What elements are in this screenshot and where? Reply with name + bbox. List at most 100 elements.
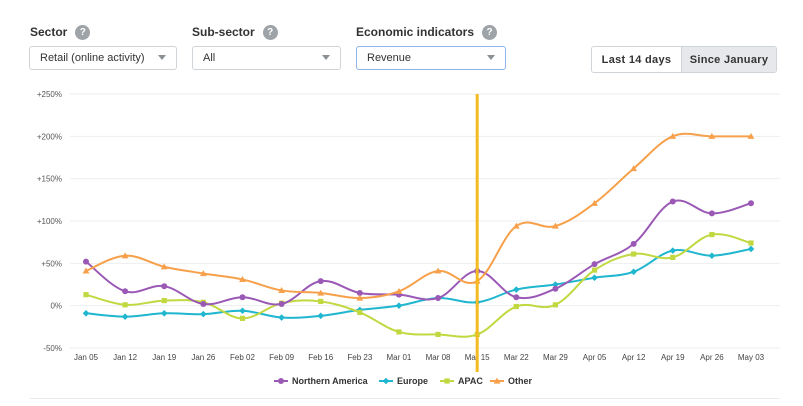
sector-label: Sector (30, 25, 68, 39)
other-point (630, 165, 638, 172)
northern-america-point (513, 294, 520, 301)
northern-america-point (200, 300, 207, 307)
y-tick-label: 0% (50, 302, 62, 311)
sector-select-value: Retail (online activity) (40, 52, 145, 64)
europe-point (160, 309, 168, 317)
apac-point (435, 331, 441, 338)
europe-point (200, 310, 207, 318)
other-point (121, 252, 129, 259)
other-point (591, 199, 598, 206)
x-tick-label: May 03 (738, 353, 765, 362)
other-point (199, 270, 207, 277)
northern-america-point (83, 258, 89, 265)
northern-america-point (630, 240, 637, 247)
x-tick-label: Mar 29 (543, 353, 568, 362)
legend-label[interactable]: Northern America (292, 376, 369, 386)
x-tick-label: Jan 05 (74, 353, 99, 362)
chevron-down-icon (158, 55, 166, 60)
northern-america-line (85, 199, 752, 306)
x-tick-label: Feb 16 (308, 353, 333, 362)
x-tick-label: Apr 12 (622, 353, 646, 362)
europe-point (82, 309, 90, 317)
northern-america-point (669, 198, 676, 205)
europe-point (669, 247, 677, 254)
europe-point (395, 302, 403, 309)
northern-america-point (278, 300, 285, 307)
northern-america-point (591, 261, 598, 268)
subsector-select-value: All (203, 52, 216, 64)
europe-line (85, 247, 752, 319)
sector-select[interactable]: Retail (online activity) (29, 46, 177, 70)
other-point (434, 267, 442, 274)
northern-america-point (239, 294, 246, 301)
other-point (395, 287, 403, 294)
x-tick-label: Feb 09 (269, 353, 294, 362)
x-tick-label: Jan 12 (113, 353, 138, 362)
since-january-button[interactable]: Since January (682, 47, 776, 72)
northern-america-point (708, 210, 715, 217)
help-icon[interactable]: ? (75, 24, 91, 40)
help-icon[interactable]: ? (262, 24, 278, 40)
other-point (552, 222, 559, 229)
europe-point (630, 268, 637, 276)
x-tick-label: Feb 02 (230, 353, 255, 362)
northern-america-point (161, 283, 168, 290)
legend-label[interactable]: Other (508, 376, 533, 386)
other-point (160, 263, 168, 270)
other-point (239, 276, 246, 283)
y-tick-label: -50% (43, 344, 62, 353)
y-tick-label: +250% (37, 90, 62, 99)
other-point (356, 294, 364, 301)
y-tick-label: +100% (37, 217, 62, 226)
legend-northern-america-point (278, 378, 284, 384)
apac-point (631, 251, 637, 257)
sector-filter: Sector ? (30, 22, 91, 42)
legend-apac-point (444, 378, 450, 384)
apac-point (122, 302, 128, 308)
x-tick-label: Apr 05 (583, 353, 607, 362)
indicators-select-value: Revenue (367, 52, 412, 64)
other-point (278, 287, 285, 294)
europe-point (708, 252, 716, 260)
legend-other-point (493, 377, 501, 384)
other-point (708, 132, 716, 139)
y-tick-label: +150% (37, 175, 62, 184)
legend-europe-point (382, 377, 390, 385)
apac-point (552, 302, 559, 308)
indicators-filter: Economic indicators ? (356, 22, 498, 42)
apac-point (318, 298, 324, 305)
northern-america-point (552, 285, 559, 292)
other-point (747, 132, 755, 139)
divider (30, 398, 780, 399)
apac-point (748, 240, 754, 246)
y-tick-label: +50% (41, 259, 62, 268)
apac-point (83, 292, 89, 298)
chevron-down-icon (322, 55, 330, 60)
x-tick-label: Mar 22 (504, 353, 529, 362)
x-tick-label: Jan 26 (191, 353, 216, 362)
europe-point (512, 286, 520, 293)
apac-point (357, 309, 363, 316)
subsector-filter: Sub-sector ? (192, 22, 278, 42)
europe-point (591, 274, 598, 282)
europe-point (239, 307, 246, 315)
help-icon[interactable]: ? (482, 24, 498, 40)
legend-label[interactable]: APAC (458, 376, 483, 386)
apac-point (161, 297, 167, 304)
indicators-label: Economic indicators (356, 25, 475, 39)
other-line (85, 132, 751, 300)
other-point (512, 222, 520, 229)
europe-point (278, 314, 285, 321)
subsector-select[interactable]: All (192, 46, 341, 70)
indicators-select[interactable]: Revenue (356, 46, 506, 70)
europe-point (747, 245, 755, 253)
europe-point (552, 281, 559, 288)
x-tick-label: Feb 23 (347, 353, 372, 362)
date-range-toggle: Last 14 days Since January (591, 46, 777, 73)
northern-america-point (317, 278, 324, 285)
apac-point (709, 231, 715, 238)
legend-label[interactable]: Europe (397, 376, 428, 386)
x-tick-label: Mar 08 (426, 353, 451, 362)
apac-point (670, 254, 676, 261)
last-14-days-button[interactable]: Last 14 days (592, 47, 682, 72)
